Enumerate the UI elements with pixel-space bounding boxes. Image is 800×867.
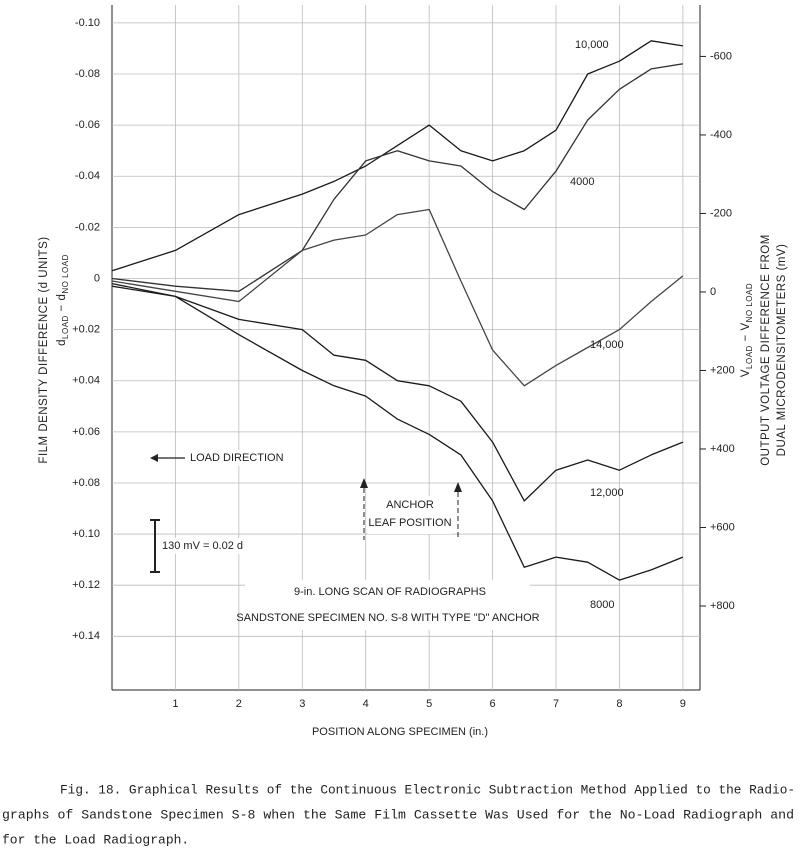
formula-sub: LOAD [745, 345, 754, 369]
x-tick-label: 2 [236, 698, 242, 710]
y2-axis-label: DUAL MICRODENSITOMETERS (mV) [776, 244, 788, 457]
x-tick-label: 1 [172, 698, 178, 710]
formula-part: − V [740, 322, 752, 345]
y-tick-label: +0.02 [72, 324, 100, 336]
annotation: LEAF POSITION [368, 517, 451, 529]
series-line [111, 40, 684, 272]
series-label: 8000 [590, 599, 614, 611]
formula-sub: NO LOAD [61, 254, 70, 294]
y-tick-label: +0.04 [72, 375, 100, 387]
y2-tick-label: -400 [710, 129, 732, 141]
arrow-head [150, 454, 158, 462]
series-label: 14,000 [590, 339, 624, 351]
series-label: 12,000 [590, 487, 624, 499]
arrow-head [360, 478, 368, 488]
series-line [111, 285, 684, 581]
series-label: 10,000 [575, 39, 609, 51]
label-bg [187, 450, 277, 466]
annotation: 130 mV = 0.02 d [162, 540, 243, 552]
y-tick-label: -0.02 [75, 221, 100, 233]
formula-part: d [56, 339, 68, 346]
y2-tick-label: -200 [710, 207, 732, 219]
formula-sub: LOAD [61, 315, 70, 339]
y-tick-label: +0.10 [72, 528, 100, 540]
y2-tick-label: +600 [710, 521, 735, 533]
y-tick-label: 0 [94, 272, 100, 284]
y2-tick-label: +400 [710, 443, 735, 455]
series-label: 4000 [570, 176, 594, 188]
caption: Fig. 18. Graphical Results of the Contin… [60, 782, 795, 797]
annotation: 9-in. LONG SCAN OF RADIOGRAPHS [294, 586, 486, 598]
y2-axis-label: OUTPUT VOLTAGE DIFFERENCE FROM [760, 234, 772, 466]
series-line [111, 282, 684, 502]
y-tick-label: +0.08 [72, 477, 100, 489]
y2-tick-label: +200 [710, 364, 735, 376]
x-tick-label: 8 [616, 698, 622, 710]
annotation: ANCHOR [386, 499, 434, 511]
annotation: LOAD DIRECTION [190, 452, 284, 464]
x-axis-label: POSITION ALONG SPECIMEN (in.) [312, 726, 488, 738]
y-tick-label: +0.12 [72, 579, 100, 591]
caption: graphs of Sandstone Specimen S-8 when th… [2, 807, 794, 822]
label-bg [160, 538, 240, 554]
caption: for the Load Radiograph. [2, 832, 189, 847]
x-tick-label: 4 [363, 698, 369, 710]
y-tick-label: -0.08 [75, 68, 100, 80]
x-tick-label: 9 [680, 698, 686, 710]
y2-tick-label: 0 [710, 286, 716, 298]
label-bg [368, 496, 452, 534]
y2-tick-label: -600 [710, 50, 732, 62]
y-tick-label: -0.10 [75, 17, 100, 29]
label-bg [245, 580, 530, 630]
y-axis-label: FILM DENSITY DIFFERENCE (d UNITS) [38, 236, 50, 463]
series-line [111, 208, 684, 387]
y-axis-formula: dLOAD − dNO LOAD [56, 254, 70, 346]
annotation: SANDSTONE SPECIMEN NO. S-8 WITH TYPE "D"… [236, 612, 539, 624]
formula-sub: NO LOAD [745, 283, 754, 323]
x-tick-label: 5 [426, 698, 432, 710]
y-tick-label: -0.04 [75, 170, 100, 182]
series-line [111, 63, 684, 292]
arrow-head [454, 482, 462, 492]
x-tick-label: 6 [490, 698, 496, 710]
y-tick-label: +0.06 [72, 426, 100, 438]
formula-part: V [740, 369, 752, 377]
x-tick-label: 7 [553, 698, 559, 710]
y-tick-label: +0.14 [72, 630, 100, 642]
y2-axis-formula: VLOAD − VNO LOAD [740, 283, 754, 377]
y-tick-label: -0.06 [75, 119, 100, 131]
y2-tick-label: +800 [710, 600, 735, 612]
x-tick-label: 3 [299, 698, 305, 710]
formula-part: − d [56, 294, 68, 316]
